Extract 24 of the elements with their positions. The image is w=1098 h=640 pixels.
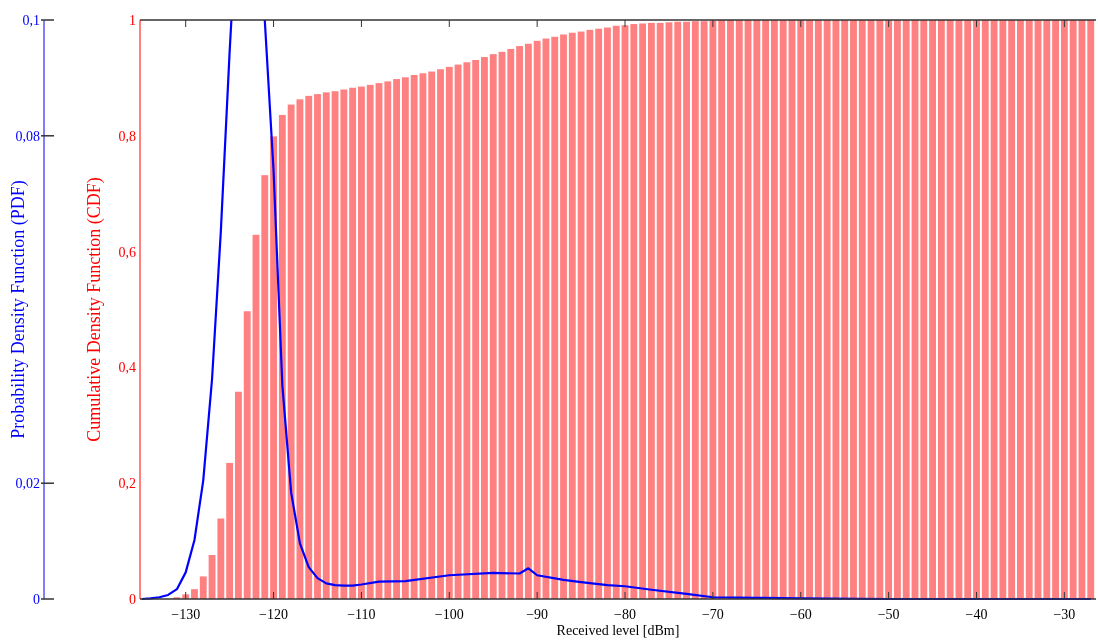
x-axis-title: Received level [dBm] (556, 623, 680, 638)
y2-tick-label: 0,4 (118, 360, 136, 376)
x-tick-label: −100 (434, 607, 464, 622)
x-tick-label: −40 (965, 607, 988, 622)
y2-axis-title: Cumulative Density Function (CDF) (84, 177, 105, 442)
y-tick-label: 0,08 (15, 128, 40, 144)
y-tick-label: 0,1 (22, 12, 40, 28)
y-axis-title: Probability Density Function (PDF) (8, 180, 29, 439)
y-tick-label: 0 (33, 591, 40, 607)
x-tick-label: −70 (701, 607, 724, 622)
y2-tick-label: 0,6 (118, 244, 136, 260)
x-tick-label: −120 (259, 607, 289, 622)
y2-tick-label: 0 (129, 591, 136, 607)
x-tick-label: −90 (526, 607, 549, 622)
y2-tick-label: 0,8 (118, 128, 136, 144)
x-tick-label: −30 (1053, 607, 1076, 622)
x-tick-label: −110 (347, 607, 376, 622)
x-tick-label: −50 (877, 607, 900, 622)
y2-tick-label: 0,2 (118, 476, 136, 492)
x-tick-label: −80 (614, 607, 636, 622)
y-tick-label: 0,02 (15, 476, 40, 492)
x-tick-label: −130 (171, 607, 201, 622)
x-tick-label: −60 (789, 607, 812, 622)
y2-tick-label: 1 (129, 12, 136, 28)
